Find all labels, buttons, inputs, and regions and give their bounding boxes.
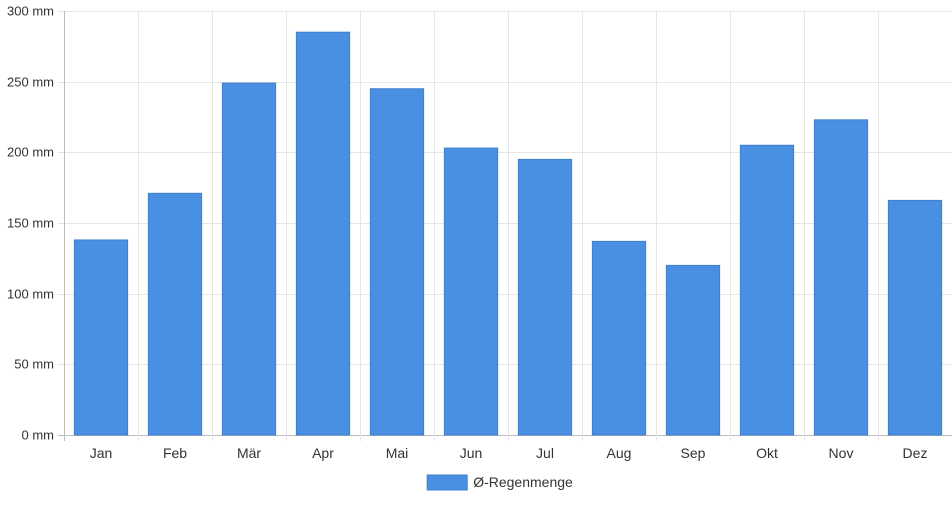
bar-feb[interactable] [147,192,203,436]
bar-apr[interactable] [295,31,351,436]
bar-jul[interactable] [517,158,573,436]
x-tick-label: Apr [312,445,334,461]
y-tick-label: 0 mm [22,428,55,443]
bar-okt[interactable] [739,144,795,436]
x-tick-label: Jun [460,445,483,461]
x-tick-label: Mär [237,445,261,461]
grid-layer [58,11,952,441]
x-tick-label: Aug [607,445,632,461]
bar-nov[interactable] [813,119,869,436]
axis-layer: 0 mm 50 mm 100 mm 150 mm 200 mm 250 mm 300 mm J… [7,4,927,462]
legend-label[interactable]: Ø-Regenmenge [473,474,573,490]
y-tick-label: 200 mm [7,145,54,160]
y-tick-label: 50 mm [14,357,54,372]
legend-swatch[interactable] [426,474,468,491]
x-tick-label: Sep [681,445,706,461]
bar-sep[interactable] [665,264,721,436]
bar-dez[interactable] [887,199,943,436]
y-tick-label: 250 mm [7,75,54,90]
y-tick-label: 150 mm [7,216,54,231]
bar-aug[interactable] [591,240,647,436]
x-tick-label: Jul [536,445,554,461]
bar-mär[interactable] [221,82,277,436]
bars-layer [73,31,943,436]
x-tick-label: Nov [829,445,854,461]
x-tick-label: Okt [756,445,778,461]
legend[interactable]: Ø-Regenmenge [426,474,573,491]
x-tick-label: Dez [903,445,928,461]
x-tick-label: Feb [163,445,187,461]
y-tick-label: 300 mm [7,4,54,19]
y-tick-label: 100 mm [7,287,54,302]
bar-jan[interactable] [73,239,129,436]
bar-mai[interactable] [369,88,425,436]
x-tick-label: Mai [386,445,409,461]
x-tick-label: Jan [90,445,113,461]
bar-jun[interactable] [443,147,499,436]
